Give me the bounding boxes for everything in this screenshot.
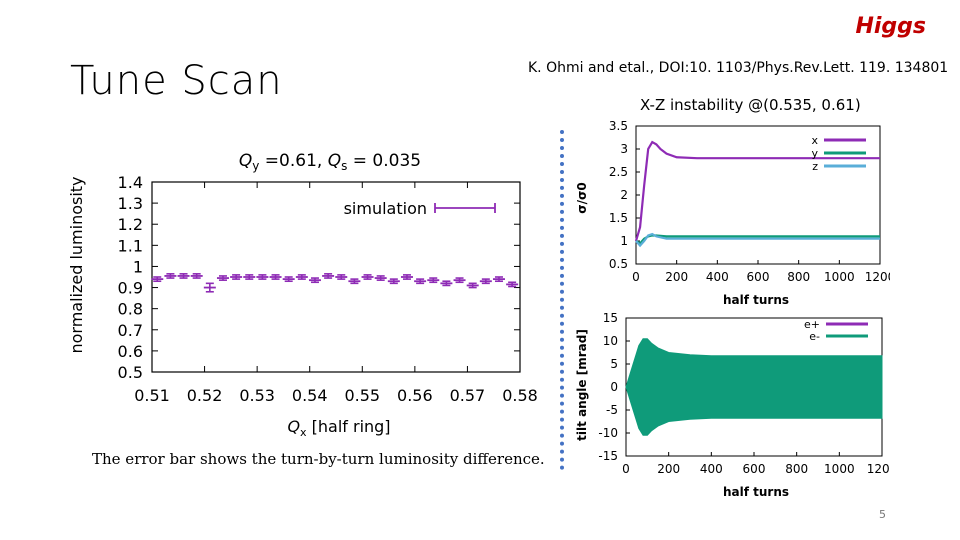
page-number: 5 [879,508,886,521]
legend-label: e+ [804,318,820,331]
tune-scan-chart: 0.51 0.52 0.53 0.54 0.55 0.56 0.57 0.58 0.5 0.6 0.… [67,151,538,439]
legend-label: simulation [344,199,427,218]
y-tick-label: 0.6 [118,342,143,361]
x-tick-label: 0.53 [239,386,275,405]
y-tick-label: 5 [610,357,618,371]
reference-text: K. Ohmi and etal., DOI:10. 1103/Phys.Rev… [528,60,949,76]
y-tick-label: 3 [620,142,628,156]
series-line [635,232,880,248]
x-tick-label: 0.56 [397,386,433,405]
x-tick-label: 400 [706,270,729,284]
tilt-angle-ylabel: tilt angle [mrad] [575,329,589,441]
y-tick-label: -15 [598,449,618,463]
y-tick-label: 0.8 [118,300,143,319]
sigma-ratio-xlabel: half turns [723,293,789,307]
plot-frame [635,125,881,265]
y-tick-label: 0 [610,380,618,394]
legend-label: y [811,147,818,160]
tune-scan-ticks: 0.51 0.52 0.53 0.54 0.55 0.56 0.57 0.58 0.5 0.6 0.… [118,173,538,405]
y-tick-label: 0.9 [118,279,143,298]
tilt-angle-legend: e+e- [804,318,868,343]
y-tick-label: -5 [606,403,618,417]
y-tick-label: 1.4 [118,173,143,192]
y-tick-label: 1 [133,257,143,276]
tune-scan-ylabel: normalized luminosity [67,176,86,353]
y-tick-label: 1.5 [609,211,628,225]
x-tick-label: 800 [787,270,810,284]
y-tick-label: 15 [603,311,618,325]
y-tick-label: 2.5 [609,165,628,179]
tilt-angle-xlabel: half turns [723,485,789,499]
x-tick-label: 0 [632,270,640,284]
tune-scan-title: Qy =0.61, Qs = 0.035 [239,151,421,173]
series-line [635,234,880,245]
caption: The error bar shows the turn-by-turn lum… [92,450,545,468]
dotted-divider [560,130,564,470]
slide-title: Tune Scan [70,58,283,104]
x-tick-label: 600 [747,270,770,284]
x-tick-label: 0.58 [502,386,538,405]
legend-label: e- [809,330,820,343]
x-tick-label: 0.51 [134,386,170,405]
legend-label: z [812,160,818,173]
y-tick-label: 1.2 [118,215,143,234]
xz-instability-title: X-Z instability @(0.535, 0.61) [640,96,861,114]
tune-scan-xlabel: Qx [half ring] [287,417,390,439]
y-tick-label: 1.3 [118,194,143,213]
x-tick-label: 600 [743,462,766,476]
y-tick-label: 1 [620,234,628,248]
x-tick-label: 0.54 [292,386,328,405]
x-tick-label: 0.55 [344,386,380,405]
tune-scan-legend: simulation [344,199,496,218]
sigma-ratio-frame [635,125,881,265]
higgs-tag: Higgs [855,14,926,39]
series-line [634,140,880,242]
sigma-ratio-series [634,140,880,248]
x-tick-label: 200 [665,270,688,284]
y-tick-label: 0.7 [118,321,143,340]
x-tick-label: 0 [622,462,630,476]
y-tick-label: 0.5 [118,363,143,382]
tune-scan-series [151,273,519,293]
x-tick-label: 1000 [824,270,855,284]
y-tick-label: 1.1 [118,236,143,255]
x-tick-label: 800 [785,462,808,476]
tune-scan-frame [151,181,521,373]
x-tick-label: 0.52 [187,386,223,405]
tilt-angle-series [625,338,883,436]
x-tick-label: 1000 [824,462,855,476]
x-tick-label: 400 [700,462,723,476]
oscillation-band [625,338,883,436]
sigma-ratio-legend: xyz [811,134,866,173]
x-tick-label: 200 [657,462,680,476]
legend-label: x [811,134,818,147]
y-tick-label: 0.5 [609,257,628,271]
y-tick-label: -10 [598,426,618,440]
y-tick-label: 3.5 [609,119,628,133]
plot-frame [151,181,521,373]
y-tick-label: 2 [620,188,628,202]
sigma-ratio-ylabel: σ/σ0 [575,182,589,213]
x-tick-label: 0.57 [450,386,486,405]
y-tick-label: 10 [603,334,618,348]
